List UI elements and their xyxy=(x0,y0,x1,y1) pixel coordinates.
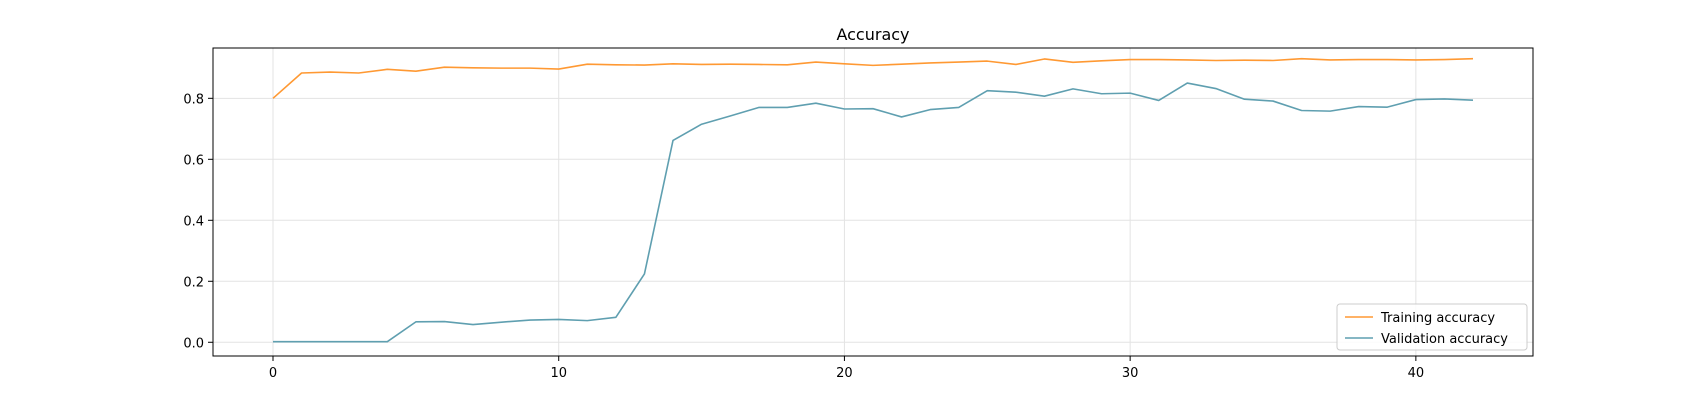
series-line-training-accuracy xyxy=(272,57,1474,99)
legend-label: Validation accuracy xyxy=(1381,332,1508,347)
grid xyxy=(213,48,1533,356)
y-tick-label: 0.4 xyxy=(183,214,204,229)
x-tick-label: 0 xyxy=(269,366,277,381)
y-tick-label: 0.0 xyxy=(183,336,204,351)
legend-box xyxy=(1336,303,1528,351)
series-line-validation-accuracy xyxy=(273,82,1474,343)
plot-area xyxy=(212,47,1534,357)
x-tick-label: 10 xyxy=(550,366,567,381)
legend-label: Training accuracy xyxy=(1380,311,1495,326)
y-tick-label: 0.8 xyxy=(183,92,204,107)
y-tick-label: 0.6 xyxy=(183,153,204,168)
series-lines xyxy=(272,57,1474,343)
chart-title: Accuracy xyxy=(836,25,909,44)
axis-ticks: 0 10 20 30 40 0.0 0.2 0.4 0.6 0.8 xyxy=(183,92,1424,381)
x-tick-label: 20 xyxy=(836,366,853,381)
legend: Training accuracy Validation accuracy xyxy=(1336,303,1528,351)
x-tick-label: 40 xyxy=(1408,366,1425,381)
y-tick-label: 0.2 xyxy=(183,275,204,290)
x-tick-label: 30 xyxy=(1122,366,1139,381)
